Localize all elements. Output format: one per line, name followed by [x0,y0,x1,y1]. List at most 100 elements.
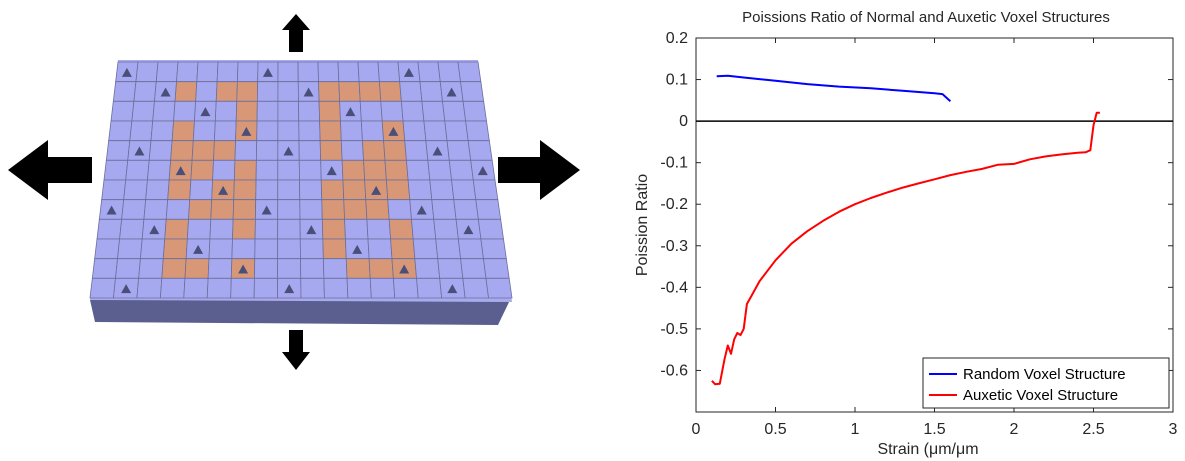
voxel-cell [390,238,416,260]
voxel-grid [89,61,513,299]
voxel-shadow [447,284,458,294]
x-tick-label: 0 [692,421,701,438]
voxel-cell [162,238,188,260]
voxel-cell [298,159,322,181]
voxel-cell [340,140,364,161]
voxel-cell [192,120,216,142]
voxel-cell [129,120,154,142]
voxel-cell [472,179,499,201]
voxel-shadow [175,166,186,176]
voxel-cell [414,258,441,279]
voxel-cell [216,61,239,83]
voxel-shadow [371,185,382,195]
legend-box [922,357,1170,409]
voxel-cell [171,120,195,142]
voxel-cell [136,277,163,299]
voxel-cell [457,238,484,260]
voxel-cell [277,120,300,142]
voxel-cell [96,218,123,240]
voxel-cell [143,199,169,220]
voxel-cell [191,140,215,161]
voxel-cell [407,179,433,201]
voxel-cell [446,140,472,161]
voxel-cell [384,159,409,181]
x-axis-title: Strain (μm/μm [877,441,978,458]
voxel-cell [255,159,279,181]
voxel-cell [465,120,490,142]
voxel-shadow [352,244,363,254]
arrow-right-icon [498,140,580,200]
voxel-cell [254,238,279,260]
voxel-cell [477,218,504,240]
voxel-cell [150,120,175,142]
voxel-cell [208,238,233,260]
voxel-cell [341,159,366,181]
voxel-cell [213,140,236,161]
voxel-shadow [283,146,294,156]
voxel-cell [135,61,159,83]
voxel-cell [212,159,236,181]
voxel-cell [297,61,319,83]
voxel-cell [209,218,234,240]
voxel-shadow [149,225,160,235]
voxel-shadow [306,225,317,235]
y-tick-label: -0.6 [660,362,688,379]
voxel-cell [164,218,189,240]
voxel-cell [210,199,235,220]
voxel-cell [195,81,218,102]
voxel-cell [277,100,300,122]
voxel-structure-illustration [8,14,580,370]
voxel-cell [230,277,255,299]
series-line-random [716,74,952,102]
voxel-cell [431,199,457,220]
voxel-shadow [477,166,488,176]
voxel-shadow [106,205,117,215]
voxel-cell [277,238,301,260]
voxel-shadow [200,107,211,117]
legend-label: Random Voxel Structure [963,366,1126,383]
voxel-shadow [403,67,414,77]
voxel-cell [480,238,507,260]
voxel-cell [368,258,394,279]
voxel-cell [89,277,116,299]
voxel-cell [322,238,347,260]
voxel-cell [483,258,510,279]
voxel-cell [117,238,143,260]
voxel-cell [256,100,279,122]
voxel-shadow [134,146,145,156]
voxel-cell [320,179,345,201]
voxel-cell [321,199,346,220]
voxel-cell [300,277,325,299]
voxel-cell [385,179,411,201]
voxel-cell [236,81,259,102]
voxel-cell [145,179,170,201]
voxel-cell [159,277,186,299]
voxel-cell [388,218,414,240]
voxel-cell [235,100,258,122]
series-line-auxetic [711,111,1100,386]
voxel-cell [346,277,372,299]
voxel-cell [152,100,176,122]
voxel-cell [467,140,493,161]
y-tick-label: -0.2 [660,196,688,213]
voxel-cell [369,277,396,299]
voxel-cell [453,199,479,220]
voxel-cell [411,218,437,240]
voxel-cell [176,61,199,83]
x-tick-label: 2.5 [1082,421,1104,438]
voxel-shadow [238,264,249,274]
voxel-cell [255,179,279,201]
arrow-left-icon [8,140,92,200]
voxel-cell [110,100,135,122]
voxel-cell [298,120,321,142]
voxel-cell [342,179,367,201]
voxel-shadow [388,126,399,136]
x-tick-label: 1 [851,421,860,438]
voxel-cell [457,61,482,83]
voxel-cell [254,218,279,240]
voxel-shadow [262,67,273,77]
voxel-cell [189,179,214,201]
voxel-cell [256,120,279,142]
voxel-cell [366,218,392,240]
voxel-cell [232,199,257,220]
